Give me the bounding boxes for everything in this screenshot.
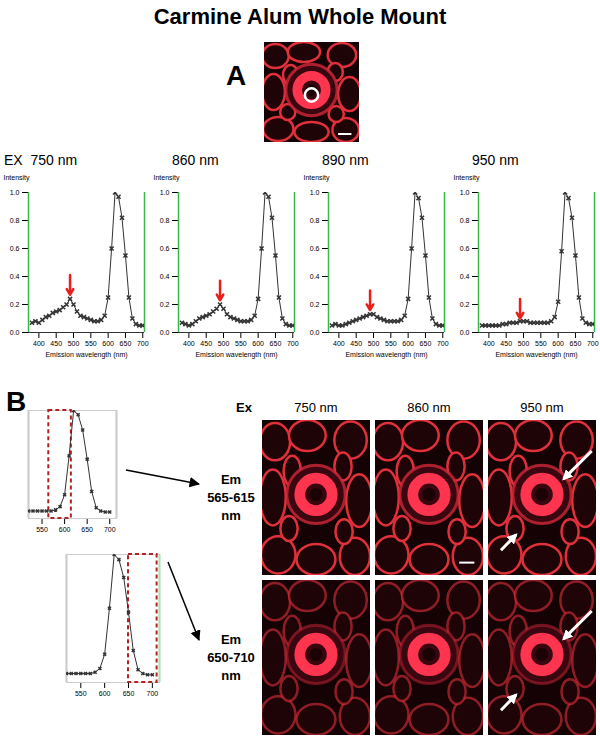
svg-text:700: 700	[147, 690, 159, 697]
svg-text:450: 450	[500, 340, 512, 347]
svg-text:0.2: 0.2	[160, 301, 170, 308]
svg-text:650: 650	[570, 340, 582, 347]
svg-text:0.4: 0.4	[10, 273, 20, 280]
svg-text:600: 600	[99, 690, 111, 697]
svg-text:Intensity: Intensity	[154, 174, 181, 182]
html-text:Em: Em	[220, 631, 242, 647]
svg-text:Intensity: Intensity	[304, 174, 331, 182]
svg-text:600: 600	[252, 340, 264, 347]
svg-text:550: 550	[85, 340, 97, 347]
html-text:A: A	[226, 60, 247, 91]
html-text:860 nm: 860 nm	[172, 152, 219, 168]
html-text:565-615: 565-615	[207, 489, 255, 505]
svg-text:650: 650	[270, 340, 282, 347]
svg-text:1.0: 1.0	[310, 189, 320, 196]
svg-text:0.0: 0.0	[10, 329, 20, 336]
svg-text:550: 550	[235, 340, 247, 347]
html-text:EX 750 nm: EX 750 nm	[4, 152, 78, 168]
svg-text:550: 550	[535, 340, 547, 347]
svg-text:0.8: 0.8	[460, 217, 470, 224]
svg-text:0.2: 0.2	[310, 301, 320, 308]
svg-text:Emission wavelength (nm): Emission wavelength (nm)	[495, 351, 577, 359]
svg-text:650: 650	[123, 690, 135, 697]
svg-text:400: 400	[483, 340, 495, 347]
svg-text:450: 450	[50, 340, 62, 347]
html-text:nm: nm	[221, 507, 241, 523]
svg-text:0.0: 0.0	[160, 329, 170, 336]
svg-text:500: 500	[218, 340, 230, 347]
svg-text:400: 400	[33, 340, 45, 347]
svg-text:0.6: 0.6	[460, 245, 470, 252]
svg-text:Emission wavelength (nm): Emission wavelength (nm)	[45, 351, 127, 359]
svg-text:600: 600	[402, 340, 414, 347]
svg-text:400: 400	[333, 340, 345, 347]
svg-text:0.2: 0.2	[10, 301, 20, 308]
svg-text:500: 500	[68, 340, 80, 347]
svg-text:1.0: 1.0	[460, 189, 470, 196]
svg-text:1.0: 1.0	[160, 189, 170, 196]
svg-text:Intensity: Intensity	[4, 174, 31, 182]
svg-text:0.8: 0.8	[310, 217, 320, 224]
svg-text:450: 450	[350, 340, 362, 347]
svg-text:700: 700	[137, 340, 149, 347]
svg-text:550: 550	[385, 340, 397, 347]
svg-text:650: 650	[420, 340, 432, 347]
html-text:B: B	[6, 386, 27, 417]
svg-text:Emission wavelength (nm): Emission wavelength (nm)	[195, 351, 277, 359]
svg-text:500: 500	[368, 340, 380, 347]
svg-text:0.8: 0.8	[160, 217, 170, 224]
svg-text:0.4: 0.4	[160, 273, 170, 280]
svg-text:650: 650	[81, 526, 93, 533]
html-text:750 nm: 750 nm	[294, 400, 338, 415]
svg-text:700: 700	[437, 340, 449, 347]
html-text:Em: Em	[220, 471, 242, 487]
svg-text:0.4: 0.4	[310, 273, 320, 280]
svg-text:Emission wavelength (nm): Emission wavelength (nm)	[345, 351, 427, 359]
svg-text:600: 600	[102, 340, 114, 347]
svg-text:Intensity: Intensity	[454, 174, 481, 182]
svg-text:0.6: 0.6	[310, 245, 320, 252]
html-text:950 nm: 950 nm	[472, 152, 519, 168]
svg-text:550: 550	[36, 526, 48, 533]
svg-text:600: 600	[552, 340, 564, 347]
html-text:Ex: Ex	[236, 400, 252, 415]
svg-text:0.2: 0.2	[460, 301, 470, 308]
svg-text:700: 700	[587, 340, 599, 347]
svg-text:650: 650	[120, 340, 132, 347]
svg-text:550: 550	[75, 690, 87, 697]
html-text:860 nm: 860 nm	[407, 400, 451, 415]
html-text:nm: nm	[221, 667, 241, 683]
svg-text:0.0: 0.0	[460, 329, 470, 336]
svg-text:0.0: 0.0	[310, 329, 320, 336]
svg-text:1.0: 1.0	[10, 189, 20, 196]
svg-text:0.4: 0.4	[460, 273, 470, 280]
svg-text:0.8: 0.8	[10, 217, 20, 224]
svg-text:400: 400	[183, 340, 195, 347]
svg-text:600: 600	[59, 526, 71, 533]
html-text:650-710: 650-710	[207, 649, 255, 665]
svg-text:700: 700	[104, 526, 116, 533]
html-text:Carmine Alum Whole Mount: Carmine Alum Whole Mount	[153, 4, 447, 29]
svg-text:450: 450	[200, 340, 212, 347]
html-text:890 nm: 890 nm	[322, 152, 369, 168]
svg-text:700: 700	[287, 340, 299, 347]
html-text:950 nm: 950 nm	[520, 400, 564, 415]
svg-text:0.6: 0.6	[160, 245, 170, 252]
svg-text:0.6: 0.6	[10, 245, 20, 252]
svg-text:500: 500	[518, 340, 530, 347]
